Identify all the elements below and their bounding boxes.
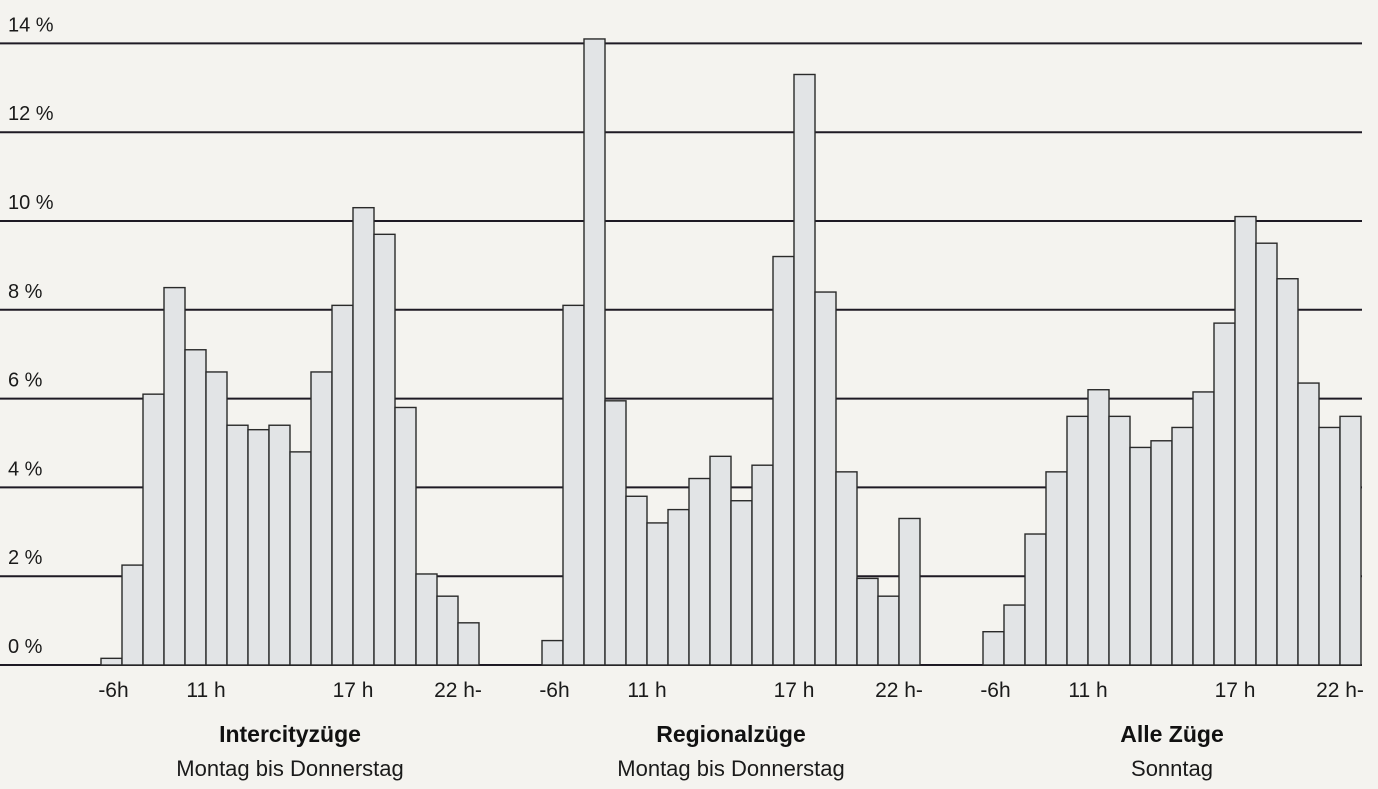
x-tick-label: 17 h	[774, 679, 815, 702]
bar-3-17	[1318, 426, 1341, 666]
bar-3-6	[1087, 389, 1110, 666]
group-subtitle: Montag bis Donnerstag	[176, 756, 403, 781]
x-tick-label: 17 h	[333, 679, 374, 702]
group-subtitle: Sonntag	[1131, 756, 1213, 781]
x-axis-tick-labels: -6h 11 h 17 h 22 h- -6h 11 h 17 h 22 h- -6h 11 h 1…	[98, 679, 1364, 702]
bar-2-9	[709, 455, 732, 666]
x-tick-label: 22 h-	[875, 679, 923, 702]
bar-1-18	[457, 622, 480, 666]
bar-2-10	[730, 500, 753, 666]
bar-1-8	[247, 428, 270, 666]
bar-1-5	[184, 349, 207, 666]
bar-2-1	[541, 639, 564, 666]
bar-1-9	[268, 424, 291, 666]
group-subtitle: Montag bis Donnerstag	[617, 756, 844, 781]
bar-1-11	[310, 371, 333, 666]
bar-1-4	[163, 286, 186, 666]
bar-2-14	[814, 291, 837, 666]
y-axis-labels: 0 % 2 % 4 % 6 % 8 % 10 % 12 % 14 %	[8, 14, 54, 658]
bar-3-15	[1276, 278, 1299, 666]
x-tick-label: 11 h	[627, 679, 666, 702]
bar-3-10	[1171, 426, 1194, 666]
x-tick-label: 17 h	[1215, 679, 1256, 702]
bar-3-9	[1150, 440, 1173, 666]
x-tick-label: -6h	[980, 679, 1010, 702]
bar-2-6	[646, 522, 669, 666]
bar-3-16	[1297, 382, 1320, 666]
x-tick-label: 22 h-	[1316, 679, 1364, 702]
group-title: Alle Züge	[1120, 721, 1224, 747]
bar-3-14	[1255, 242, 1278, 666]
bar-2-11	[751, 464, 774, 666]
bar-3-7	[1108, 415, 1131, 666]
bar-2-18	[898, 517, 921, 666]
bar-1-3	[142, 393, 165, 666]
bar-2-8	[688, 477, 711, 666]
bar-3-2	[1003, 604, 1026, 666]
group-titles: Intercityzüge Montag bis Donnerstag Region…	[176, 721, 1223, 781]
bar-3-11	[1192, 391, 1215, 666]
bar-2-2	[562, 304, 585, 666]
bar-3-12	[1213, 322, 1236, 666]
bar-1-14	[373, 233, 396, 666]
x-tick-label: 11 h	[1068, 679, 1107, 702]
bar-1-6	[205, 371, 228, 666]
bar-1-15	[394, 406, 417, 666]
bar-1-10	[289, 451, 312, 666]
bar-3-3	[1024, 533, 1047, 666]
x-tick-label: 11 h	[186, 679, 225, 702]
x-tick-label: -6h	[98, 679, 128, 702]
y-tick-label: 12 %	[8, 103, 54, 125]
bar-3-4	[1045, 471, 1068, 666]
group-title: Intercityzüge	[219, 721, 361, 747]
bar-2-7	[667, 508, 690, 666]
bar-2-13	[793, 73, 816, 666]
y-tick-label: 10 %	[8, 192, 54, 214]
bar-1-13	[352, 206, 375, 666]
bar-1-2	[121, 564, 144, 666]
bar-2-17	[877, 595, 900, 666]
y-tick-label: 2 %	[8, 547, 43, 569]
y-tick-label: 6 %	[8, 370, 43, 392]
bar-1-1	[100, 657, 123, 666]
bar-2-3	[583, 38, 606, 666]
bar-1-12	[331, 304, 354, 666]
bar-2-12	[772, 255, 795, 666]
y-tick-label: 4 %	[8, 458, 43, 480]
bar-3-18	[1339, 415, 1362, 666]
bar-2-16	[856, 577, 879, 666]
x-tick-label: 22 h-	[434, 679, 482, 702]
bar-3-13	[1234, 215, 1257, 666]
bar-3-8	[1129, 446, 1152, 666]
group-title: Regionalzüge	[656, 721, 806, 747]
bar-1-16	[415, 573, 438, 666]
y-tick-label: 14 %	[8, 14, 54, 36]
y-tick-label: 0 %	[8, 636, 43, 658]
bar-1-17	[436, 595, 459, 666]
bar-2-15	[835, 471, 858, 666]
y-tick-label: 8 %	[8, 281, 43, 303]
x-tick-label: -6h	[539, 679, 569, 702]
bar-2-4	[604, 400, 627, 666]
bars	[100, 38, 1362, 666]
bar-3-5	[1066, 415, 1089, 666]
bar-2-5	[625, 495, 648, 666]
bar-1-7	[226, 424, 249, 666]
bar-3-1	[982, 631, 1005, 666]
